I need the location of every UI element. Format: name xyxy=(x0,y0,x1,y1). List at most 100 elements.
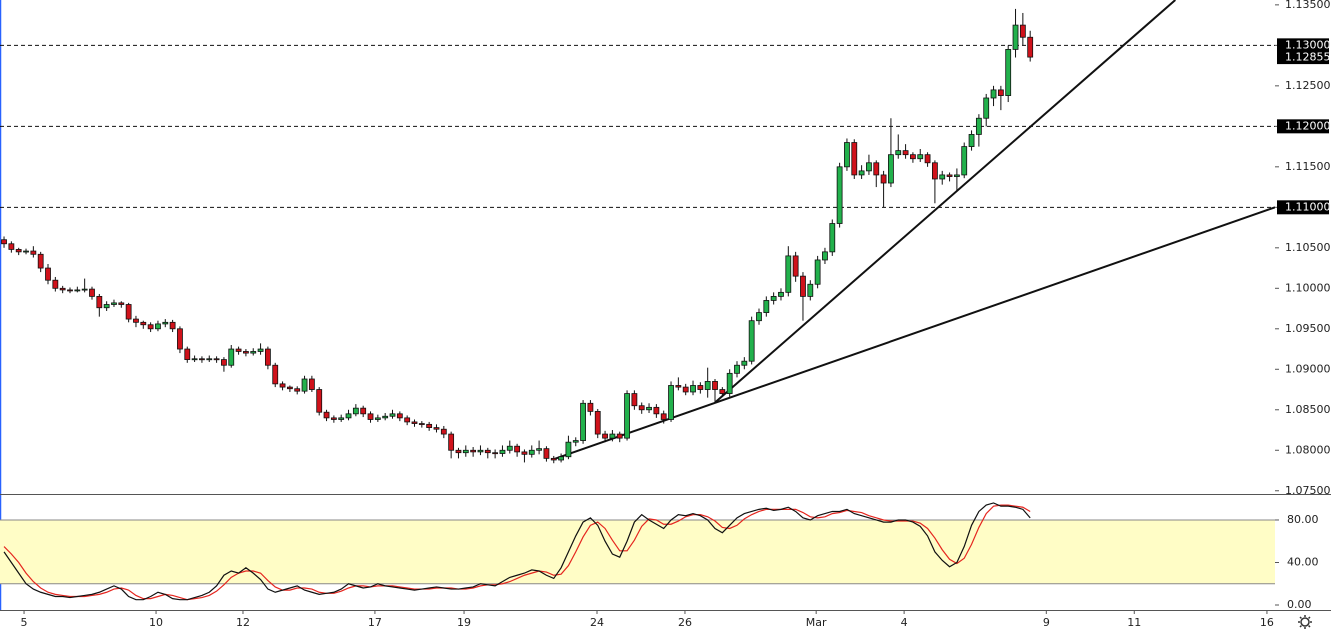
candle-body xyxy=(990,89,997,99)
candle-body xyxy=(484,449,491,454)
candle-body xyxy=(580,402,586,441)
candle-body xyxy=(734,364,740,374)
candle-body xyxy=(257,348,264,352)
level-label-box xyxy=(1277,38,1329,53)
candle-body xyxy=(587,402,594,412)
candle-body xyxy=(932,162,938,180)
candle-body xyxy=(975,117,982,135)
candle-body xyxy=(558,456,564,461)
candle-body xyxy=(455,449,462,454)
candle-body xyxy=(961,146,968,176)
candle-body xyxy=(624,393,630,439)
candle-body xyxy=(997,89,1004,96)
candle-body xyxy=(763,300,770,313)
candle-body xyxy=(858,170,865,176)
candle-body xyxy=(521,451,528,455)
candle-body xyxy=(433,427,440,430)
candle-body xyxy=(360,407,367,415)
candle-body xyxy=(147,324,154,330)
candle-body xyxy=(653,406,660,415)
x-tick-label: 10 xyxy=(149,616,163,629)
candle-body xyxy=(844,142,850,168)
candle-body xyxy=(565,441,572,458)
candle-body xyxy=(330,417,337,420)
candle-body xyxy=(822,251,828,261)
candle-body xyxy=(103,304,110,309)
candle-body xyxy=(389,413,396,417)
candle-body xyxy=(697,385,704,390)
candle-body xyxy=(807,283,814,297)
candle-body xyxy=(279,383,286,388)
candle-body xyxy=(140,321,147,326)
candle-body xyxy=(631,393,638,407)
candle-body xyxy=(953,174,960,177)
level-label-box xyxy=(1277,200,1329,215)
candle-body xyxy=(873,162,880,176)
candle-body xyxy=(902,150,909,156)
candle-body xyxy=(836,166,843,224)
candle-body xyxy=(712,381,718,390)
candle-body xyxy=(23,250,29,253)
y-tick-label: 1.09000 xyxy=(1285,362,1331,375)
candle-body xyxy=(792,255,799,277)
candle-body xyxy=(345,413,352,419)
x-tick-label: 5 xyxy=(21,616,28,629)
x-tick-label: 17 xyxy=(368,616,382,629)
candle-body xyxy=(8,243,15,250)
candle-body xyxy=(550,457,557,461)
candle-body xyxy=(924,154,931,164)
candle-body xyxy=(1019,24,1026,38)
candle-body xyxy=(880,174,887,184)
candle-body xyxy=(418,423,425,425)
y-tick-label: 40.00 xyxy=(1287,555,1319,568)
candle-body xyxy=(506,445,513,451)
candle-body xyxy=(15,249,22,253)
candle-body xyxy=(572,440,579,443)
candle-body xyxy=(514,445,521,453)
candle-body xyxy=(191,358,198,361)
candle-body xyxy=(1012,24,1019,50)
candle-body xyxy=(81,288,88,291)
candle-body xyxy=(946,174,953,177)
settings-icon[interactable] xyxy=(1298,615,1312,629)
candle-body xyxy=(411,421,418,424)
x-tick-label: 24 xyxy=(590,616,604,629)
x-tick-label: 16 xyxy=(1260,616,1274,629)
candle-body xyxy=(250,351,257,354)
candle-body xyxy=(243,351,249,354)
candle-body xyxy=(308,378,315,390)
candle-body xyxy=(748,320,755,362)
candle-body xyxy=(528,449,535,455)
y-tick-label: 0.00 xyxy=(1287,598,1312,611)
candle-body xyxy=(917,154,924,160)
last-price-label: 1.12855 xyxy=(1285,51,1331,64)
candle-body xyxy=(536,448,542,451)
band xyxy=(0,519,1275,584)
candle-body xyxy=(675,385,682,388)
candle-body xyxy=(235,348,242,352)
y-tick-label: 1.10500 xyxy=(1285,241,1331,254)
candle-body xyxy=(301,378,308,392)
candle-body xyxy=(594,410,601,435)
candle-body xyxy=(206,358,213,361)
candle-body xyxy=(221,359,227,366)
candle-body xyxy=(682,386,689,393)
candle-body xyxy=(756,312,762,322)
candle-body xyxy=(477,449,484,453)
y-tick-label: 1.12500 xyxy=(1285,79,1331,92)
candle-body xyxy=(316,389,323,413)
candle-body xyxy=(704,381,711,390)
candle-body xyxy=(367,413,374,420)
candle-body xyxy=(184,348,191,360)
candle-body xyxy=(646,406,652,411)
candle-body xyxy=(162,321,169,325)
candle-body xyxy=(888,154,894,184)
candle-body xyxy=(294,388,301,392)
candle-body xyxy=(213,358,220,361)
candle-body xyxy=(89,288,95,297)
x-tick-label: 11 xyxy=(1127,616,1141,629)
candle-body xyxy=(741,360,748,366)
candle-body xyxy=(404,417,411,423)
candle-body xyxy=(638,405,645,411)
